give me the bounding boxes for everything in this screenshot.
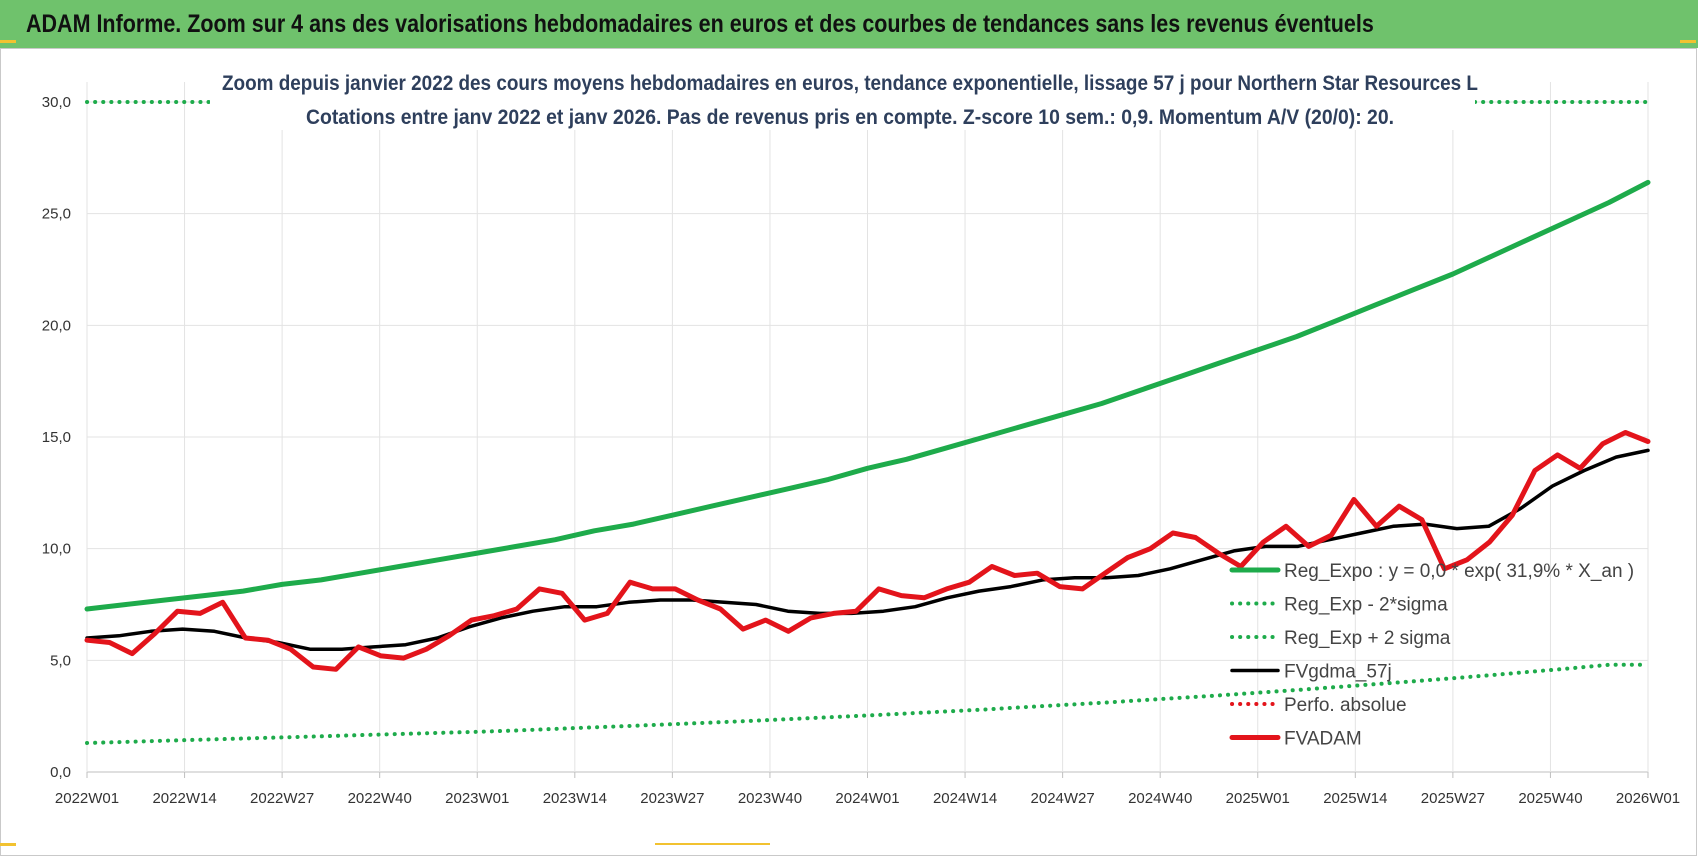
title-background (210, 62, 1475, 130)
series-lines (84, 100, 1651, 745)
x-tick-label: 2022W01 (55, 790, 119, 807)
series-fvadam-line (84, 430, 1651, 672)
gridlines (86, 82, 1649, 778)
series-reg-expo-y-0-0-exp-31-9-x-an-line (84, 179, 1651, 612)
x-tick-label: 2024W27 (1031, 790, 1095, 807)
x-tick-label: 2025W01 (1226, 790, 1290, 807)
x-tick-label: 2025W27 (1421, 790, 1485, 807)
legend-label-reg-expo-y-0-0-exp-31-9-x-an: Reg_Expo : y = 0,0 * exp( 31,9% * X_an ) (1284, 561, 1634, 582)
report-title: ADAM Informe. Zoom sur 4 ans des valoris… (26, 9, 1374, 38)
legend-label-reg-exp-2-sigma: Reg_Exp - 2*sigma (1284, 595, 1448, 616)
legend-label-fvgdma-57j: FVgdma_57j (1284, 662, 1392, 683)
x-tick-label: 2023W27 (640, 790, 704, 807)
x-tick-label: 2023W14 (543, 790, 607, 807)
x-tick-label: 2024W40 (1128, 790, 1192, 807)
report-banner: ADAM Informe. Zoom sur 4 ans des valoris… (0, 0, 1698, 48)
x-tick-label: 2022W27 (250, 790, 314, 807)
x-tick-label: 2024W01 (835, 790, 899, 807)
y-tick-label: 5,0 (50, 652, 71, 669)
axis-ticks: 0,0 5,0 10,0 15,0 20,0 25,0 30,0 2022W01 2022W14… (42, 94, 1680, 807)
legend: Reg_Expo : y = 0,0 * exp( 31,9% * X_an )… (1229, 561, 1634, 750)
x-tick-label: 2026W01 (1616, 790, 1680, 807)
x-tick-label: 2024W14 (933, 790, 997, 807)
y-tick-label: 25,0 (42, 206, 71, 223)
chart-title: Zoom depuis janvier 2022 des cours moyen… (222, 72, 1478, 95)
series-reg-exp-2-sigma-line (85, 662, 1650, 745)
y-tick-label: 0,0 (50, 764, 71, 781)
x-tick-label: 2022W14 (152, 790, 216, 807)
x-tick-label: 2025W40 (1518, 790, 1582, 807)
corner-mark-bottom-left (0, 843, 16, 846)
x-tick-label: 2023W40 (738, 790, 802, 807)
y-tick-label: 10,0 (42, 541, 71, 558)
chart-subtitle: Cotations entre janv 2022 et janv 2026. … (306, 106, 1394, 129)
legend-label-reg-exp-2-sigma: Reg_Exp + 2 sigma (1284, 628, 1451, 649)
corner-mark-top-right (1680, 40, 1696, 43)
series-fvgdma-57j-line (85, 448, 1650, 651)
legend-label-fvadam: FVADAM (1284, 729, 1362, 750)
corner-mark-top-left (0, 40, 16, 43)
y-tick-label: 15,0 (42, 429, 71, 446)
y-tick-label: 30,0 (42, 94, 71, 111)
legend-label-perfo-absolue: Perfo. absolue (1284, 695, 1407, 716)
x-tick-label: 2022W40 (348, 790, 412, 807)
x-tick-label: 2025W14 (1323, 790, 1387, 807)
x-tick-label: 2023W01 (445, 790, 509, 807)
y-tick-label: 20,0 (42, 317, 71, 334)
chart-frame (0, 48, 1697, 856)
corner-mark-bottom-center (655, 843, 770, 845)
